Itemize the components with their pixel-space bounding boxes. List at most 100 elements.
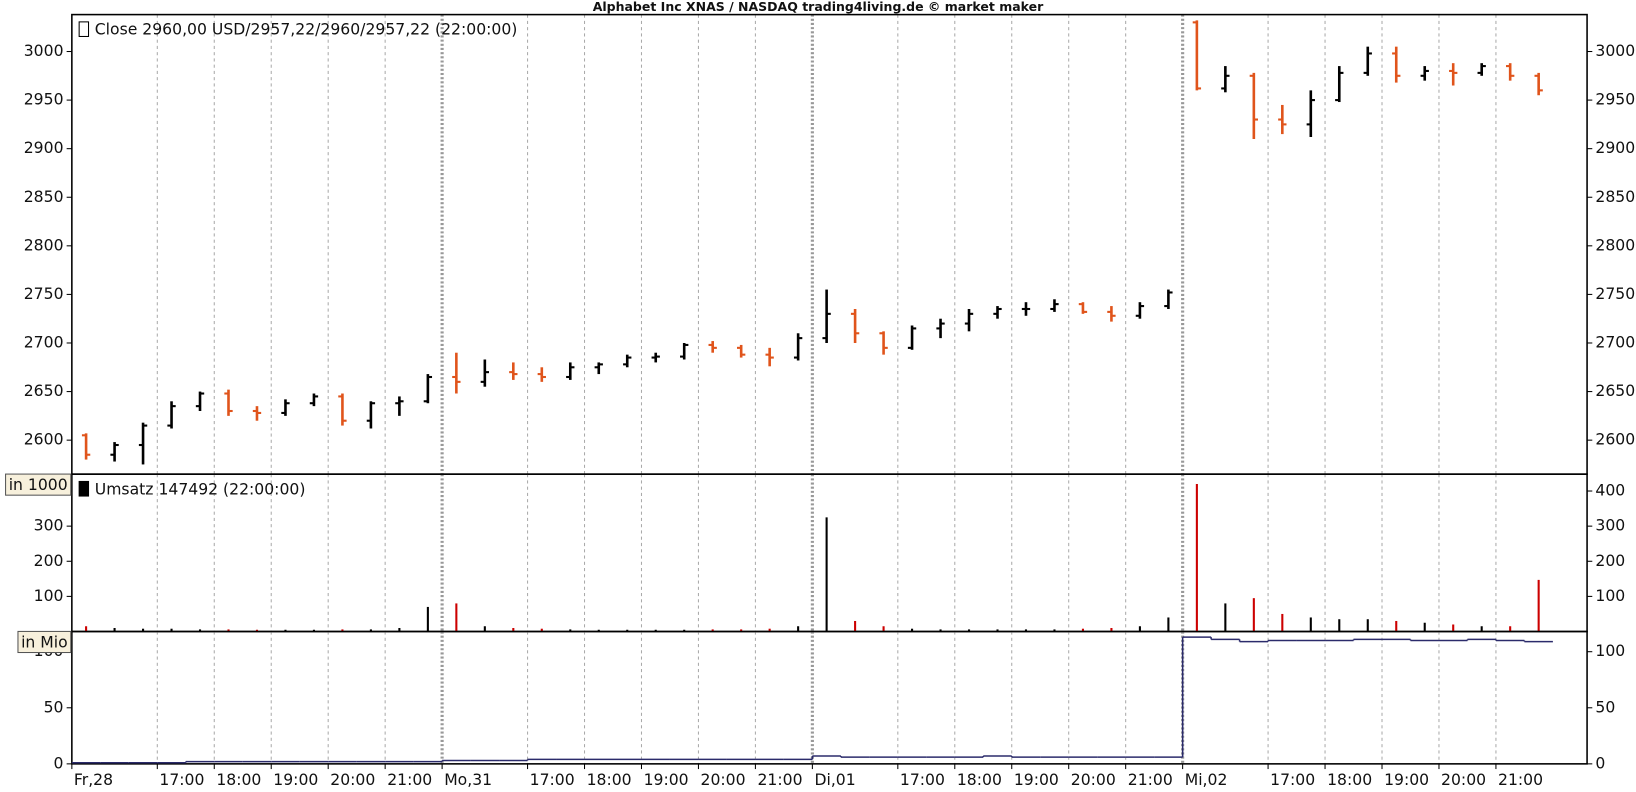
unit-label-box bbox=[5, 473, 72, 496]
volume-bar bbox=[170, 628, 173, 632]
y-tick-label: 200 bbox=[1595, 551, 1625, 570]
x-tick-label: 17:00 bbox=[530, 770, 575, 789]
legend-swatch bbox=[78, 480, 90, 497]
volume-bar bbox=[1024, 629, 1028, 632]
x-tick-label: 17:00 bbox=[900, 770, 945, 789]
y-tick-label: 3000 bbox=[24, 41, 64, 60]
volume-bar bbox=[284, 629, 287, 632]
volume-bar bbox=[797, 626, 800, 632]
volume-bar bbox=[1053, 629, 1056, 632]
y-tick-label: 2650 bbox=[1595, 381, 1635, 400]
x-tick-label: Di,01 bbox=[814, 770, 855, 789]
unit-label: in Mio bbox=[17, 630, 72, 654]
volume-bar bbox=[1537, 579, 1540, 632]
legend-label: Close 2960,00 USD/2957,22/2960/2957,22 (… bbox=[95, 20, 518, 39]
x-tick-label: 19:00 bbox=[644, 770, 689, 789]
volume-bar bbox=[825, 517, 828, 632]
y-tick-label: 100 bbox=[1595, 641, 1625, 660]
volume-bar bbox=[1480, 626, 1483, 632]
volume-bar bbox=[882, 626, 885, 632]
y-tick-label: 2600 bbox=[1595, 430, 1635, 449]
volume-bar bbox=[255, 629, 259, 632]
x-tick-label: 19:00 bbox=[1014, 770, 1059, 789]
volume-bar bbox=[369, 629, 372, 632]
x-tick-label: 20:00 bbox=[1071, 770, 1116, 789]
x-tick-label: 21:00 bbox=[757, 770, 802, 789]
x-tick-label: 19:00 bbox=[273, 770, 318, 789]
y-tick-label: 100 bbox=[1595, 586, 1625, 605]
x-tick-label: 18:00 bbox=[1327, 770, 1372, 789]
volume-bar bbox=[1138, 626, 1141, 632]
y-tick-label: 0 bbox=[1595, 753, 1605, 772]
y-tick-label: 400 bbox=[1595, 481, 1625, 500]
volume-bar bbox=[1452, 624, 1455, 632]
volume-bar bbox=[939, 629, 942, 632]
volume-bar bbox=[569, 629, 572, 632]
volume-bar bbox=[768, 628, 771, 632]
volume-bar bbox=[227, 629, 230, 632]
y-tick-label: 100 bbox=[34, 586, 64, 605]
y-tick-label: 300 bbox=[1595, 516, 1625, 535]
panel-frame bbox=[71, 13, 1588, 475]
x-tick-label: Mi,02 bbox=[1185, 770, 1228, 789]
volume-bar bbox=[1224, 603, 1227, 632]
legend-swatch bbox=[78, 21, 90, 37]
volume-bar bbox=[540, 628, 543, 632]
y-tick-label: 2700 bbox=[24, 332, 64, 351]
volume-bar bbox=[1423, 622, 1426, 632]
y-tick-label: 2800 bbox=[24, 235, 64, 254]
x-tick-label: Mo,31 bbox=[444, 770, 492, 789]
y-tick-label: 2900 bbox=[24, 138, 64, 157]
y-tick-label: 2850 bbox=[1595, 187, 1635, 206]
y-tick-label: 2800 bbox=[1595, 235, 1635, 254]
volume-bar bbox=[711, 629, 714, 632]
y-tick-label: 200 bbox=[34, 551, 64, 570]
x-tick-label: 18:00 bbox=[957, 770, 1002, 789]
volume-bar bbox=[654, 629, 657, 632]
y-tick-label: 0 bbox=[54, 753, 64, 772]
volume-bar bbox=[341, 629, 344, 632]
x-tick-label: 18:00 bbox=[216, 770, 261, 789]
volume-bar bbox=[512, 628, 515, 632]
volume-bar bbox=[1338, 619, 1341, 632]
x-tick-label: Fr,28 bbox=[74, 770, 113, 789]
volume-bar bbox=[1110, 628, 1113, 632]
unit-label-box bbox=[17, 630, 72, 654]
y-tick-label: 50 bbox=[44, 697, 64, 716]
volume-bar bbox=[1395, 620, 1398, 632]
volume-bar bbox=[312, 629, 315, 632]
volume-bar bbox=[426, 606, 429, 632]
y-tick-label: 2950 bbox=[24, 90, 64, 109]
volume-bar bbox=[967, 629, 971, 632]
volume-bar bbox=[1509, 626, 1512, 632]
panel-frame bbox=[71, 630, 1588, 765]
volume-bar bbox=[740, 629, 743, 632]
x-tick-label: 20:00 bbox=[701, 770, 746, 789]
x-tick-label: 20:00 bbox=[1441, 770, 1486, 789]
y-tick-label: 3000 bbox=[1595, 41, 1635, 60]
volume-bar bbox=[1081, 628, 1084, 632]
volume-bar bbox=[683, 629, 686, 632]
x-tick-label: 19:00 bbox=[1384, 770, 1429, 789]
volume-bar bbox=[142, 628, 145, 632]
volume-bar bbox=[198, 629, 202, 632]
x-tick-label: 21:00 bbox=[387, 770, 432, 789]
y-tick-label: 2650 bbox=[24, 381, 64, 400]
volume-bar bbox=[1195, 483, 1198, 632]
volume-bar bbox=[483, 626, 486, 632]
legend-label: Umsatz 147492 (22:00:00) bbox=[95, 479, 306, 498]
y-tick-label: 50 bbox=[1595, 697, 1615, 716]
unit-label: in 1000 bbox=[5, 473, 72, 496]
x-tick-label: 17:00 bbox=[159, 770, 204, 789]
volume-bar bbox=[1281, 613, 1284, 632]
volume-bar bbox=[626, 629, 629, 632]
volume-bar bbox=[911, 628, 914, 632]
volume-bar bbox=[1167, 617, 1170, 632]
chart-title: Alphabet Inc XNAS / NASDAQ trading4livin… bbox=[593, 0, 1044, 14]
y-tick-label: 2750 bbox=[24, 284, 64, 303]
volume-bar bbox=[597, 629, 600, 632]
volume-bar bbox=[1366, 619, 1369, 632]
y-tick-label: 2950 bbox=[1595, 90, 1635, 109]
